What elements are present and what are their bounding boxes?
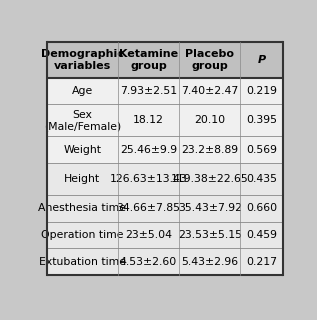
Text: Height: Height	[64, 174, 100, 184]
Text: Placebo
group: Placebo group	[185, 49, 234, 71]
Text: 0.569: 0.569	[246, 145, 277, 155]
Text: 119.38±22.65: 119.38±22.65	[171, 174, 249, 184]
Bar	[47, 78, 283, 104]
Text: 23±5.04: 23±5.04	[125, 230, 172, 240]
Bar	[47, 222, 283, 248]
Text: 7.93±2.51: 7.93±2.51	[120, 86, 177, 96]
Text: Sex
(Male/Female): Sex (Male/Female)	[44, 110, 121, 131]
Text: 7.40±2.47: 7.40±2.47	[181, 86, 238, 96]
Text: 18.12: 18.12	[133, 116, 164, 125]
Text: 126.63±13.43: 126.63±13.43	[110, 174, 187, 184]
Text: Ketamine
group: Ketamine group	[119, 49, 178, 71]
Text: 5.43±2.96: 5.43±2.96	[181, 257, 238, 267]
Text: Age: Age	[72, 86, 93, 96]
Text: 0.660: 0.660	[246, 204, 277, 213]
Text: 35.43±7.92: 35.43±7.92	[178, 204, 242, 213]
Text: Demographic
variables: Demographic variables	[41, 49, 124, 71]
Text: 25.46±9.9: 25.46±9.9	[120, 145, 177, 155]
Bar	[47, 104, 283, 136]
Text: 0.459: 0.459	[246, 230, 277, 240]
Bar	[47, 248, 283, 275]
Bar	[47, 163, 283, 195]
Text: P: P	[257, 55, 266, 65]
Bar	[47, 42, 283, 78]
Text: 4.53±2.60: 4.53±2.60	[120, 257, 177, 267]
Text: 0.217: 0.217	[246, 257, 277, 267]
Text: 23.53±5.15: 23.53±5.15	[178, 230, 242, 240]
Text: 34.66±7.85: 34.66±7.85	[116, 204, 180, 213]
Text: Extubation time: Extubation time	[39, 257, 126, 267]
Text: Operation time: Operation time	[41, 230, 124, 240]
Text: 23.2±8.89: 23.2±8.89	[181, 145, 238, 155]
Text: 20.10: 20.10	[194, 116, 225, 125]
Text: 0.435: 0.435	[246, 174, 277, 184]
Bar	[47, 136, 283, 163]
Text: Anesthesia time: Anesthesia time	[38, 204, 126, 213]
Text: Weight: Weight	[63, 145, 101, 155]
Bar	[47, 195, 283, 222]
Text: 0.219: 0.219	[246, 86, 277, 96]
Text: 0.395: 0.395	[246, 116, 277, 125]
